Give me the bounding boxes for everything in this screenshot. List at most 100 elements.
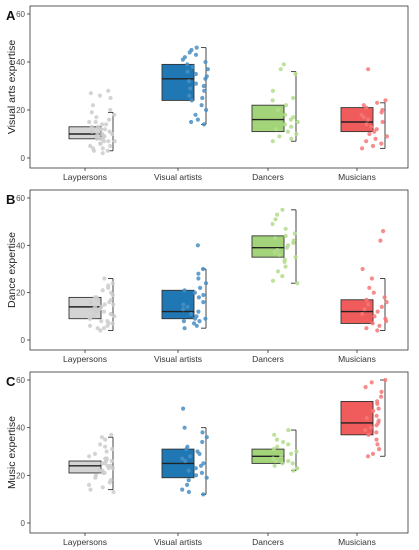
data-point [204, 435, 209, 440]
data-point [361, 115, 366, 120]
data-point [372, 129, 377, 134]
data-point [196, 309, 201, 314]
data-point [375, 100, 380, 105]
data-point [282, 122, 288, 127]
plot-frame [29, 371, 409, 534]
y-tick-label: 0 [21, 336, 26, 345]
data-point [273, 236, 278, 241]
data-point [200, 95, 205, 101]
data-point [101, 309, 107, 314]
data-point [272, 463, 277, 468]
data-point [181, 406, 186, 411]
data-point [87, 119, 92, 125]
data-point [108, 107, 113, 113]
data-point [91, 314, 97, 319]
series-dancers [251, 207, 300, 286]
data-point [186, 478, 191, 483]
data-point [369, 124, 374, 129]
data-point [110, 447, 115, 452]
data-point [187, 454, 193, 459]
data-point [277, 134, 282, 139]
data-point [101, 326, 106, 331]
data-point [274, 437, 280, 442]
y-tick-label: 20 [16, 106, 25, 115]
data-point [180, 456, 185, 461]
data-point [89, 110, 94, 115]
series-dancers [251, 62, 300, 144]
series-musicians [340, 67, 389, 151]
data-point [100, 485, 105, 490]
data-point [199, 470, 204, 475]
data-point [181, 302, 186, 307]
data-point [88, 91, 93, 96]
series-dancers [251, 428, 300, 473]
data-point [360, 266, 365, 272]
data-point [384, 134, 389, 139]
data-point [92, 451, 98, 456]
x-tick-label: Laypersons [63, 354, 107, 364]
data-point [371, 290, 376, 295]
data-point [188, 86, 193, 91]
data-point [99, 127, 104, 132]
data-point [90, 307, 96, 312]
data-point [195, 243, 200, 248]
data-point [293, 255, 298, 260]
y-tick-label: 40 [16, 58, 25, 67]
data-point [365, 117, 371, 122]
data-point [196, 276, 201, 281]
data-point [185, 304, 190, 309]
x-tick-label: Musicians [338, 354, 376, 364]
data-point [377, 447, 382, 452]
data-point [275, 212, 280, 217]
data-point [280, 461, 285, 466]
series-laypersons [68, 88, 117, 156]
data-point [381, 229, 386, 234]
data-point [185, 482, 190, 487]
data-point [193, 81, 198, 86]
data-point [193, 52, 199, 57]
data-point [281, 439, 286, 445]
data-point [375, 328, 380, 333]
data-point [107, 300, 112, 305]
data-point [194, 473, 199, 478]
data-point [203, 316, 208, 321]
box [161, 289, 195, 320]
y-tick-label: 40 [16, 424, 25, 433]
data-point [201, 266, 206, 272]
data-point [104, 122, 109, 127]
data-point [106, 139, 111, 144]
data-point [365, 454, 371, 459]
data-point [283, 264, 288, 269]
data-point [279, 454, 284, 459]
data-point [374, 437, 379, 442]
data-point [273, 458, 278, 464]
y-tick-label: 20 [16, 289, 25, 298]
data-point [100, 146, 105, 151]
data-point [88, 323, 93, 328]
data-point [97, 93, 102, 98]
data-point [106, 88, 111, 93]
data-point [105, 148, 110, 153]
data-point [291, 95, 296, 101]
data-point [280, 207, 285, 212]
x-tick-label: Laypersons [63, 172, 107, 182]
data-point [186, 489, 191, 495]
data-point [96, 297, 101, 302]
data-point [89, 124, 94, 129]
y-tick-label: 60 [16, 10, 25, 19]
data-point [180, 487, 185, 492]
panel-letter: B [6, 192, 15, 207]
data-point [104, 449, 109, 454]
data-point [270, 98, 275, 103]
data-point [284, 245, 289, 250]
y-tick-label: 60 [16, 376, 25, 385]
plot-frame [29, 5, 409, 169]
data-point [110, 292, 115, 298]
data-point [99, 435, 104, 440]
data-point [90, 103, 96, 108]
data-point [186, 468, 191, 473]
data-point [190, 64, 195, 69]
data-point [201, 122, 207, 127]
data-point [275, 269, 281, 274]
data-point [271, 447, 276, 452]
